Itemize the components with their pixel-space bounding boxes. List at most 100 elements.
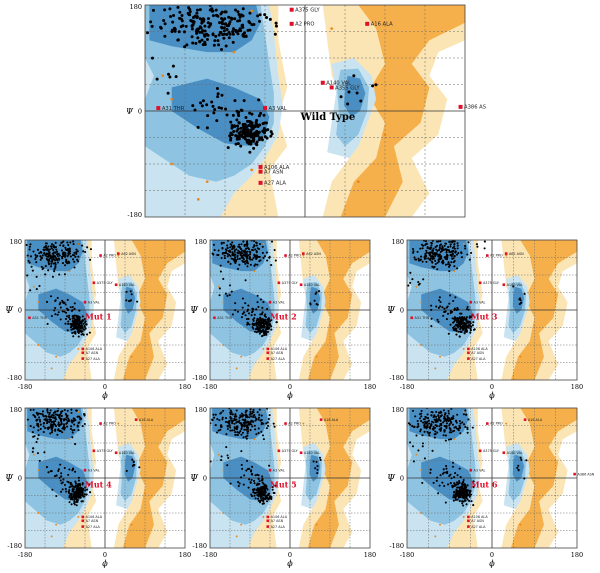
plot-frame: [209, 407, 371, 549]
residue-point: [39, 258, 42, 261]
outlier-marker: [502, 283, 506, 287]
residue-point: [56, 413, 59, 416]
residue-point: [39, 255, 42, 258]
residue-point: [65, 311, 68, 314]
residue-point: [234, 8, 238, 12]
generous-residue-point: [415, 285, 418, 288]
residue-point: [425, 416, 428, 419]
residue-point: [442, 248, 445, 251]
residue-point: [449, 251, 452, 254]
residue-point: [237, 13, 241, 17]
residue-point: [437, 411, 440, 414]
residue-point: [67, 417, 70, 420]
outlier-label: A375 GLY: [282, 281, 299, 285]
residue-point: [227, 15, 231, 19]
residue-point: [268, 255, 271, 259]
residue-point: [66, 409, 69, 412]
residue-point: [219, 425, 222, 428]
residue-point: [272, 491, 275, 495]
residue-point: [242, 414, 245, 417]
generous-residue-point: [262, 410, 265, 413]
residue-point: [181, 24, 185, 28]
generous-residue-point: [302, 422, 305, 425]
residue-point: [236, 267, 240, 270]
residue-point: [359, 99, 363, 103]
residue-point: [231, 125, 235, 129]
residue-point: [48, 411, 51, 414]
residue-point: [251, 310, 254, 313]
residue-point: [459, 422, 462, 425]
residue-point: [423, 426, 426, 429]
residue-point: [409, 281, 412, 284]
outlier-marker: [81, 351, 85, 355]
residue-point: [443, 307, 446, 310]
residue-point: [450, 408, 453, 410]
residue-point: [74, 255, 77, 258]
residue-point: [128, 300, 131, 303]
residue-point: [72, 494, 75, 497]
residue-point: [435, 240, 439, 243]
panel-label: Mut 1: [85, 312, 112, 322]
residue-point: [235, 259, 238, 262]
residue-point: [46, 420, 49, 423]
residue-point: [431, 411, 434, 414]
residue-point: [445, 422, 448, 425]
residue-point: [51, 429, 54, 432]
residue-point: [255, 250, 258, 253]
residue-point: [223, 257, 226, 260]
residue-point: [462, 322, 465, 325]
residue-point: [54, 416, 57, 419]
residue-point: [316, 465, 319, 468]
residue-point: [67, 252, 70, 255]
residue-point: [445, 254, 449, 258]
residue-point: [195, 11, 199, 15]
residue-point: [41, 268, 44, 271]
generous-residue-point: [462, 410, 465, 413]
residue-point: [449, 240, 453, 243]
generous-residue-point: [37, 344, 40, 346]
residue-point: [433, 415, 436, 418]
residue-point: [445, 251, 448, 254]
residue-point: [436, 476, 439, 479]
residue-point: [222, 36, 226, 40]
residue-point: [69, 427, 72, 430]
residue-point: [239, 422, 242, 425]
panel-label: Wild Type: [300, 112, 356, 123]
residue-point: [226, 294, 229, 297]
residue-point: [436, 268, 439, 271]
residue-point: [224, 420, 227, 423]
residue-point: [49, 432, 52, 435]
residue-point: [253, 313, 256, 316]
residue-point: [75, 316, 78, 319]
phi-axis-label: ϕ: [287, 559, 293, 568]
outlier-label: A140 VAL: [119, 283, 135, 287]
generous-residue-point: [329, 324, 331, 327]
residue-point: [465, 413, 468, 416]
residue-point: [221, 246, 224, 250]
residue-point: [237, 245, 240, 248]
residue-point: [220, 424, 223, 427]
residue-point: [443, 415, 446, 418]
residue-point: [47, 269, 50, 272]
outlier-label: A27 ALA: [271, 525, 286, 529]
residue-point: [222, 29, 226, 33]
residue-point: [69, 485, 72, 488]
residue-point: [423, 418, 426, 421]
generous-residue-point: [222, 469, 225, 472]
residue-point: [254, 142, 258, 146]
residue-point: [171, 64, 175, 68]
residue-point: [245, 247, 248, 250]
residue-point: [72, 417, 75, 420]
residue-point: [216, 92, 220, 96]
residue-point: [265, 136, 269, 140]
residue-point: [247, 19, 251, 23]
residue-point: [58, 303, 61, 306]
residue-point: [84, 486, 87, 489]
residue-point: [428, 247, 431, 250]
residue-point: [270, 328, 273, 331]
residue-point: [71, 317, 74, 320]
generous-residue-point: [453, 438, 456, 441]
residue-point: [63, 273, 66, 276]
generous-residue-point: [77, 515, 80, 518]
